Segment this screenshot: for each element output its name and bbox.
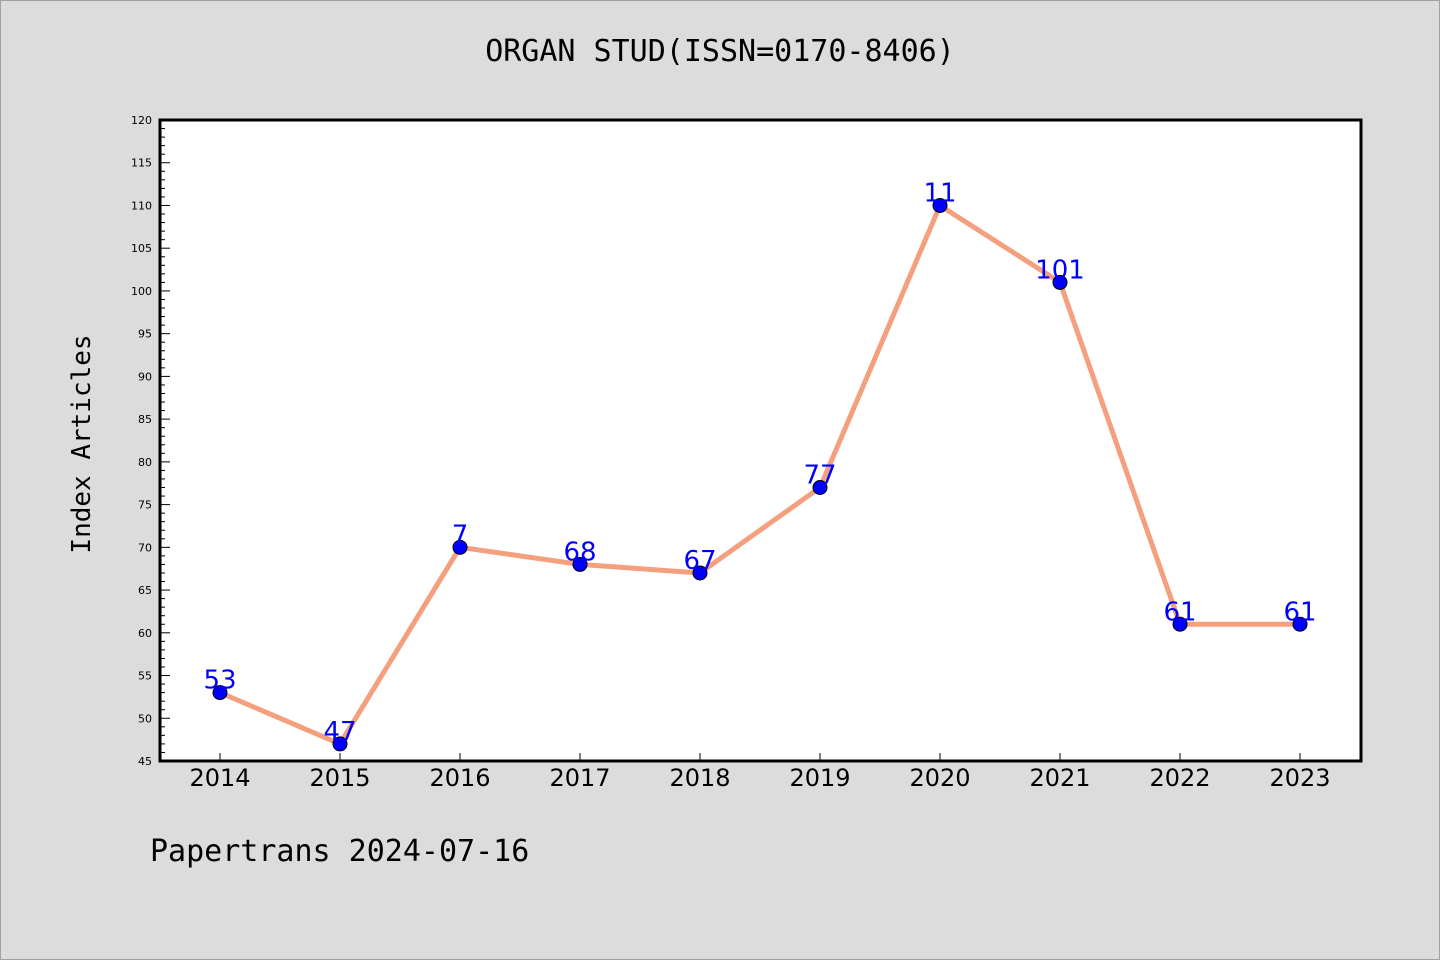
y-tick-label: 55	[138, 670, 152, 683]
y-tick-label: 65	[138, 584, 152, 597]
x-tick-label: 2021	[1029, 764, 1090, 792]
y-tick-label: 90	[138, 370, 152, 383]
data-point	[812, 480, 828, 496]
y-tick-label: 60	[138, 627, 152, 640]
y-tick-label: 95	[138, 328, 152, 341]
y-axis-ticks: 45 50 55 60 65 70 75 80 85 90 95 100 105 110 115 120	[131, 114, 170, 768]
x-tick-label: 2023	[1269, 764, 1330, 792]
x-tick-label: 2015	[309, 764, 370, 792]
data-point	[1172, 616, 1188, 632]
data-point	[332, 736, 348, 752]
y-tick-label: 115	[131, 157, 152, 170]
data-point	[572, 556, 588, 572]
y-tick-label: 110	[131, 199, 152, 212]
x-tick-label: 2019	[789, 764, 850, 792]
y-tick-label: 85	[138, 413, 152, 426]
x-tick-label: 2020	[909, 764, 970, 792]
data-labels: 53 47 7 68 67 77 11 101 61 61	[203, 178, 1316, 746]
y-tick-label: 70	[138, 541, 152, 554]
plot-area	[160, 120, 1361, 761]
data-point	[692, 565, 708, 581]
x-tick-label: 2022	[1149, 764, 1210, 792]
data-label: 61	[1283, 597, 1316, 627]
x-tick-label: 2014	[189, 764, 250, 792]
data-point	[452, 539, 468, 555]
data-point	[212, 685, 228, 701]
plot-border	[158, 118, 1363, 763]
data-point	[932, 197, 948, 213]
y-tick-label: 75	[138, 499, 152, 512]
x-tick-label: 2018	[669, 764, 730, 792]
series-line	[217, 202, 1303, 747]
data-label: 47	[323, 717, 356, 747]
chart-title: ORGAN STUD(ISSN=0170-8406)	[485, 34, 955, 69]
x-tick-label: 2016	[429, 764, 490, 792]
data-point	[1052, 274, 1068, 290]
data-label: 67	[683, 546, 716, 576]
footer-note: Papertrans 2024-07-16	[150, 834, 530, 869]
data-label: 53	[203, 666, 236, 696]
y-tick-label: 100	[131, 285, 152, 298]
data-label: 61	[1163, 597, 1196, 627]
y-tick-label: 45	[138, 755, 152, 768]
y-tick-label: 50	[138, 712, 152, 725]
y-tick-label: 120	[131, 114, 152, 127]
x-axis-ticks: 2014 2015 2016 2017 2018 2019 2020 2021 2022 2023	[189, 753, 1331, 792]
x-tick-label: 2017	[549, 764, 610, 792]
data-label: 101	[1035, 255, 1085, 285]
data-label: 7	[452, 520, 469, 550]
y-tick-label: 80	[138, 456, 152, 469]
y-tick-label: 105	[131, 242, 152, 255]
y-axis-label: Index Articles	[67, 334, 97, 553]
data-point	[1292, 616, 1308, 632]
data-label: 11	[923, 178, 956, 208]
data-label: 68	[563, 537, 596, 567]
data-label: 77	[803, 461, 836, 491]
data-markers	[212, 197, 1308, 752]
